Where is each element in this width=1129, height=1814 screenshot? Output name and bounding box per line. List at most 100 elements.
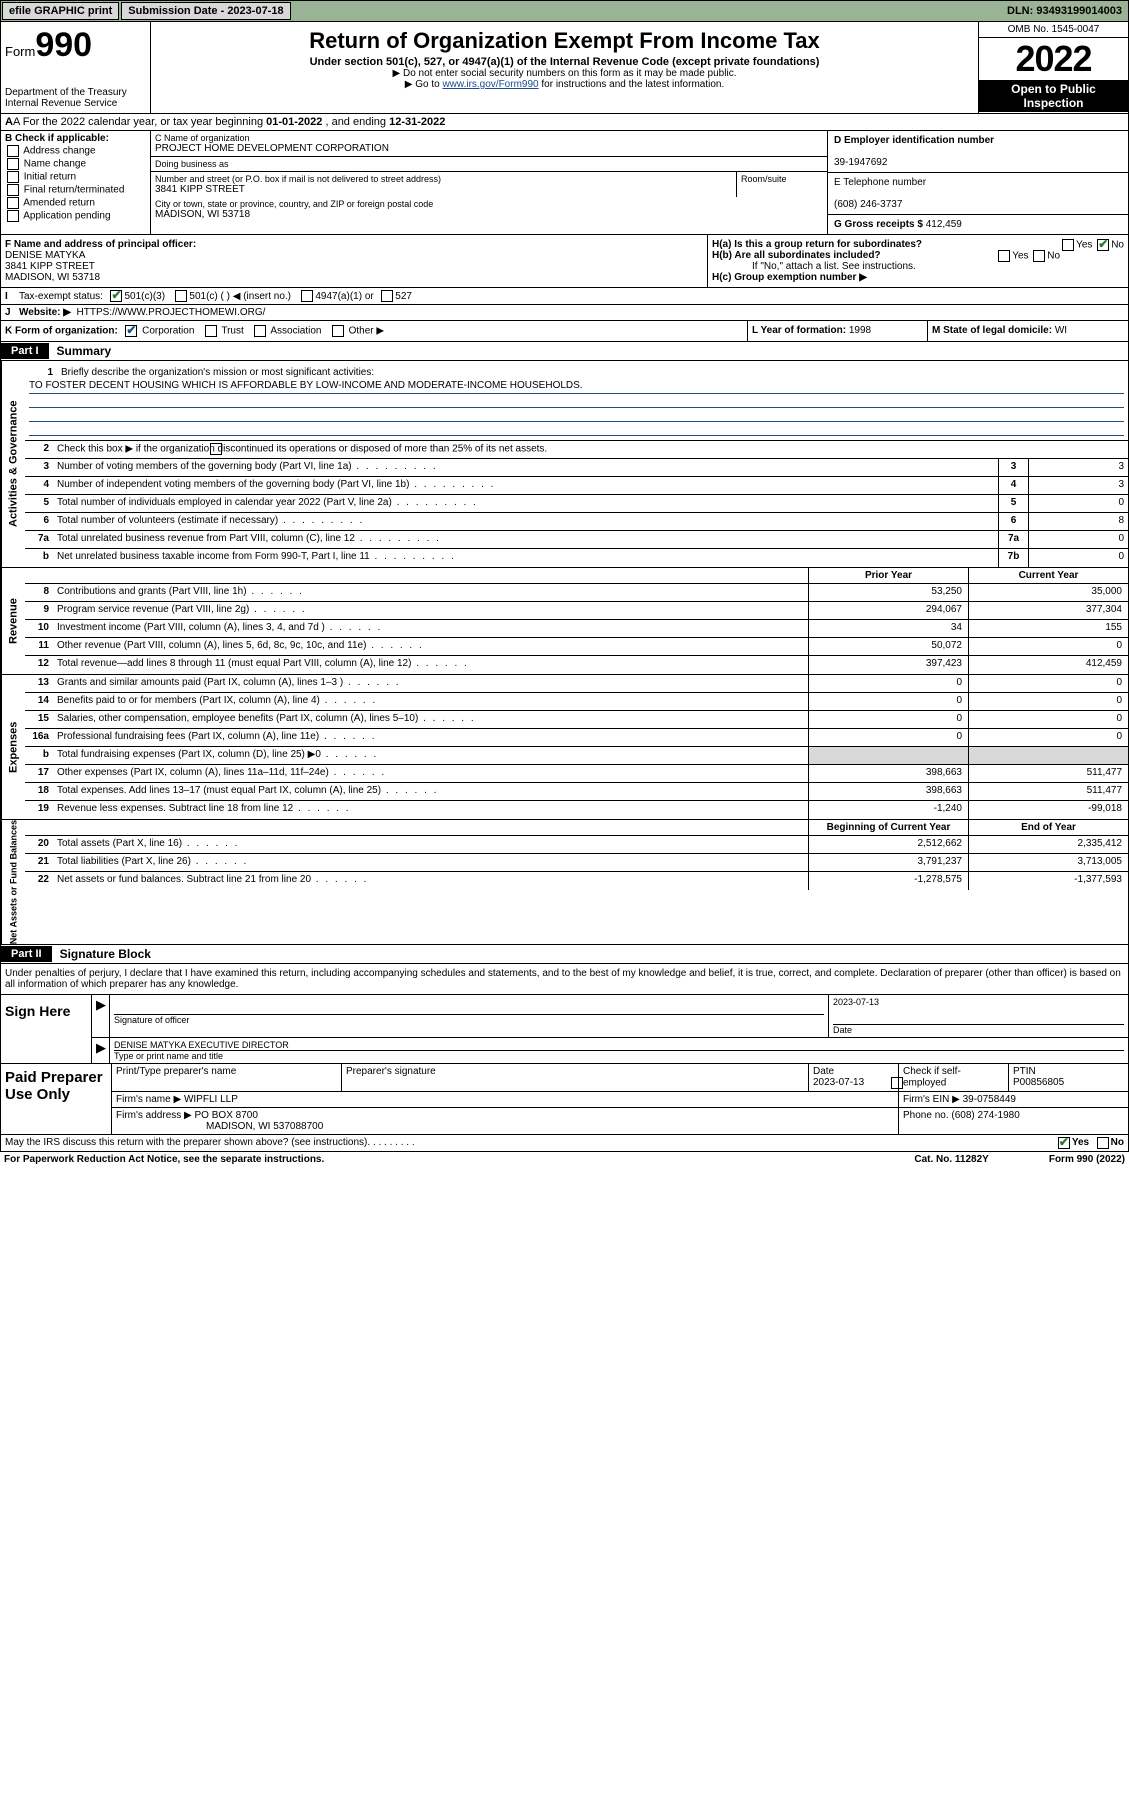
street-address: 3841 KIPP STREET bbox=[155, 184, 732, 195]
assoc-checkbox[interactable] bbox=[254, 325, 266, 337]
527-checkbox[interactable] bbox=[381, 290, 393, 302]
fin-row: 13Grants and similar amounts paid (Part … bbox=[25, 675, 1128, 693]
name-change-checkbox[interactable] bbox=[7, 158, 19, 170]
page-footer: For Paperwork Reduction Act Notice, see … bbox=[0, 1152, 1129, 1167]
arrow-icon: ▶ bbox=[96, 997, 106, 1012]
amended-return-checkbox[interactable] bbox=[7, 197, 19, 209]
website-row: J Website: ▶ HTTPS://WWW.PROJECTHOMEWI.O… bbox=[0, 305, 1129, 321]
fin-row: 10Investment income (Part VIII, column (… bbox=[25, 620, 1128, 638]
cat-no: Cat. No. 11282Y bbox=[914, 1154, 988, 1165]
fin-row: 9Program service revenue (Part VIII, lin… bbox=[25, 602, 1128, 620]
governance-section: Activities & Governance 1Briefly describ… bbox=[0, 361, 1129, 568]
fin-row: bTotal fundraising expenses (Part IX, co… bbox=[25, 747, 1128, 765]
form-ref: Form 990 (2022) bbox=[1049, 1154, 1125, 1165]
sig-date: 2023-07-13 bbox=[833, 997, 879, 1007]
org-name: PROJECT HOME DEVELOPMENT CORPORATION bbox=[155, 143, 823, 154]
hb-no-checkbox[interactable] bbox=[1033, 250, 1045, 262]
501c-checkbox[interactable] bbox=[175, 290, 187, 302]
gov-row: 5Total number of individuals employed in… bbox=[25, 495, 1128, 513]
officer-printed-name: DENISE MATYKA EXECUTIVE DIRECTOR bbox=[114, 1040, 1124, 1050]
governance-tab: Activities & Governance bbox=[1, 361, 25, 567]
discuss-no-checkbox[interactable] bbox=[1097, 1137, 1109, 1149]
phone: (608) 246-3737 bbox=[834, 199, 902, 210]
fin-row: 15Salaries, other compensation, employee… bbox=[25, 711, 1128, 729]
dln-text: DLN: 93493199014003 bbox=[1001, 5, 1128, 17]
gov-row: 3Number of voting members of the governi… bbox=[25, 459, 1128, 477]
ha-yes-checkbox[interactable] bbox=[1062, 239, 1074, 251]
col-de: D Employer identification number 39-1947… bbox=[828, 131, 1128, 234]
corp-checkbox[interactable] bbox=[125, 325, 137, 337]
col-b-checkboxes: B Check if applicable: Address change Na… bbox=[1, 131, 151, 234]
preparer-date: 2023-07-13 bbox=[813, 1077, 864, 1088]
col-c-org-info: C Name of organization PROJECT HOME DEVE… bbox=[151, 131, 828, 234]
expenses-tab: Expenses bbox=[1, 675, 25, 819]
revenue-tab: Revenue bbox=[1, 568, 25, 674]
fin-row: 8Contributions and grants (Part VIII, li… bbox=[25, 584, 1128, 602]
year-formation: 1998 bbox=[849, 325, 871, 336]
form-org-row: K Form of organization: Corporation Trus… bbox=[0, 321, 1129, 342]
application-pending-checkbox[interactable] bbox=[7, 210, 19, 222]
ssn-note: ▶ Do not enter social security numbers o… bbox=[159, 68, 970, 79]
netassets-tab: Net Assets or Fund Balances bbox=[1, 820, 25, 944]
initial-return-checkbox[interactable] bbox=[7, 171, 19, 183]
hb-yes-checkbox[interactable] bbox=[998, 250, 1010, 262]
submission-date-button[interactable]: Submission Date - 2023-07-18 bbox=[121, 2, 290, 20]
trust-checkbox[interactable] bbox=[205, 325, 217, 337]
efile-topbar: efile GRAPHIC print Submission Date - 20… bbox=[0, 0, 1129, 22]
self-employed-checkbox[interactable] bbox=[891, 1077, 903, 1089]
fin-row: 11Other revenue (Part VIII, column (A), … bbox=[25, 638, 1128, 656]
501c3-checkbox[interactable] bbox=[110, 290, 122, 302]
gov-row: bNet unrelated business taxable income f… bbox=[25, 549, 1128, 567]
netassets-header: Beginning of Current Year End of Year bbox=[25, 820, 1128, 836]
website-url: HTTPS://WWW.PROJECTHOMEWI.ORG/ bbox=[77, 307, 266, 318]
discuss-yes-checkbox[interactable] bbox=[1058, 1137, 1070, 1149]
firm-ein: 39-0758449 bbox=[963, 1094, 1016, 1105]
tax-year-row: AA For the 2022 calendar year, or tax ye… bbox=[0, 114, 1129, 131]
fin-row: 14Benefits paid to or for members (Part … bbox=[25, 693, 1128, 711]
discuss-row: May the IRS discuss this return with the… bbox=[0, 1135, 1129, 1152]
sign-here-block: Sign Here ▶ Signature of officer 2023-07… bbox=[0, 995, 1129, 1064]
ha-no-checkbox[interactable] bbox=[1097, 239, 1109, 251]
ptin: P00856805 bbox=[1013, 1077, 1064, 1088]
firm-name: WIPFLI LLP bbox=[184, 1094, 238, 1105]
revenue-header: Prior Year Current Year bbox=[25, 568, 1128, 584]
part2-header: Part II Signature Block bbox=[0, 945, 1129, 964]
perjury-statement: Under penalties of perjury, I declare th… bbox=[0, 964, 1129, 995]
city-state-zip: MADISON, WI 53718 bbox=[155, 209, 823, 220]
gross-receipts: 412,459 bbox=[926, 219, 962, 230]
fin-row: 17Other expenses (Part IX, column (A), l… bbox=[25, 765, 1128, 783]
address-change-checkbox[interactable] bbox=[7, 145, 19, 157]
final-return-checkbox[interactable] bbox=[7, 184, 19, 196]
form-subtitle: Under section 501(c), 527, or 4947(a)(1)… bbox=[159, 56, 970, 68]
other-checkbox[interactable] bbox=[332, 325, 344, 337]
gov-row: 6Total number of volunteers (estimate if… bbox=[25, 513, 1128, 531]
officer-group-row: F Name and address of principal officer:… bbox=[0, 234, 1129, 288]
entity-block: B Check if applicable: Address change Na… bbox=[0, 131, 1129, 234]
part1-header: Part I Summary bbox=[0, 342, 1129, 361]
firm-phone: (608) 274-1980 bbox=[951, 1110, 1019, 1121]
form-header: Form990 Department of the Treasury Inter… bbox=[0, 22, 1129, 114]
form-number: Form990 bbox=[5, 26, 146, 65]
paid-preparer-block: Paid Preparer Use Only Print/Type prepar… bbox=[0, 1064, 1129, 1135]
dept-treasury: Department of the Treasury bbox=[5, 87, 146, 98]
efile-print-button[interactable]: efile GRAPHIC print bbox=[2, 2, 119, 20]
fin-row: 21Total liabilities (Part X, line 26)3,7… bbox=[25, 854, 1128, 872]
irs-link[interactable]: www.irs.gov/Form990 bbox=[442, 79, 538, 90]
discontinued-checkbox[interactable] bbox=[210, 443, 222, 455]
tax-year: 2022 bbox=[979, 38, 1128, 80]
fin-row: 22Net assets or fund balances. Subtract … bbox=[25, 872, 1128, 890]
expenses-section: Expenses 13Grants and similar amounts pa… bbox=[0, 675, 1129, 820]
gov-row: 7aTotal unrelated business revenue from … bbox=[25, 531, 1128, 549]
4947-checkbox[interactable] bbox=[301, 290, 313, 302]
officer-name: DENISE MATYKA bbox=[5, 250, 85, 261]
omb-number: OMB No. 1545-0047 bbox=[979, 22, 1128, 38]
gov-row: 4Number of independent voting members of… bbox=[25, 477, 1128, 495]
mission-text: TO FOSTER DECENT HOUSING WHICH IS AFFORD… bbox=[29, 380, 1124, 394]
fin-row: 18Total expenses. Add lines 13–17 (must … bbox=[25, 783, 1128, 801]
fin-row: 20Total assets (Part X, line 16)2,512,66… bbox=[25, 836, 1128, 854]
irs-label: Internal Revenue Service bbox=[5, 98, 146, 109]
firm-address: PO BOX 8700 bbox=[195, 1110, 258, 1121]
fin-row: 12Total revenue—add lines 8 through 11 (… bbox=[25, 656, 1128, 674]
open-inspection: Open to Public Inspection bbox=[979, 80, 1128, 112]
fin-row: 19Revenue less expenses. Subtract line 1… bbox=[25, 801, 1128, 819]
